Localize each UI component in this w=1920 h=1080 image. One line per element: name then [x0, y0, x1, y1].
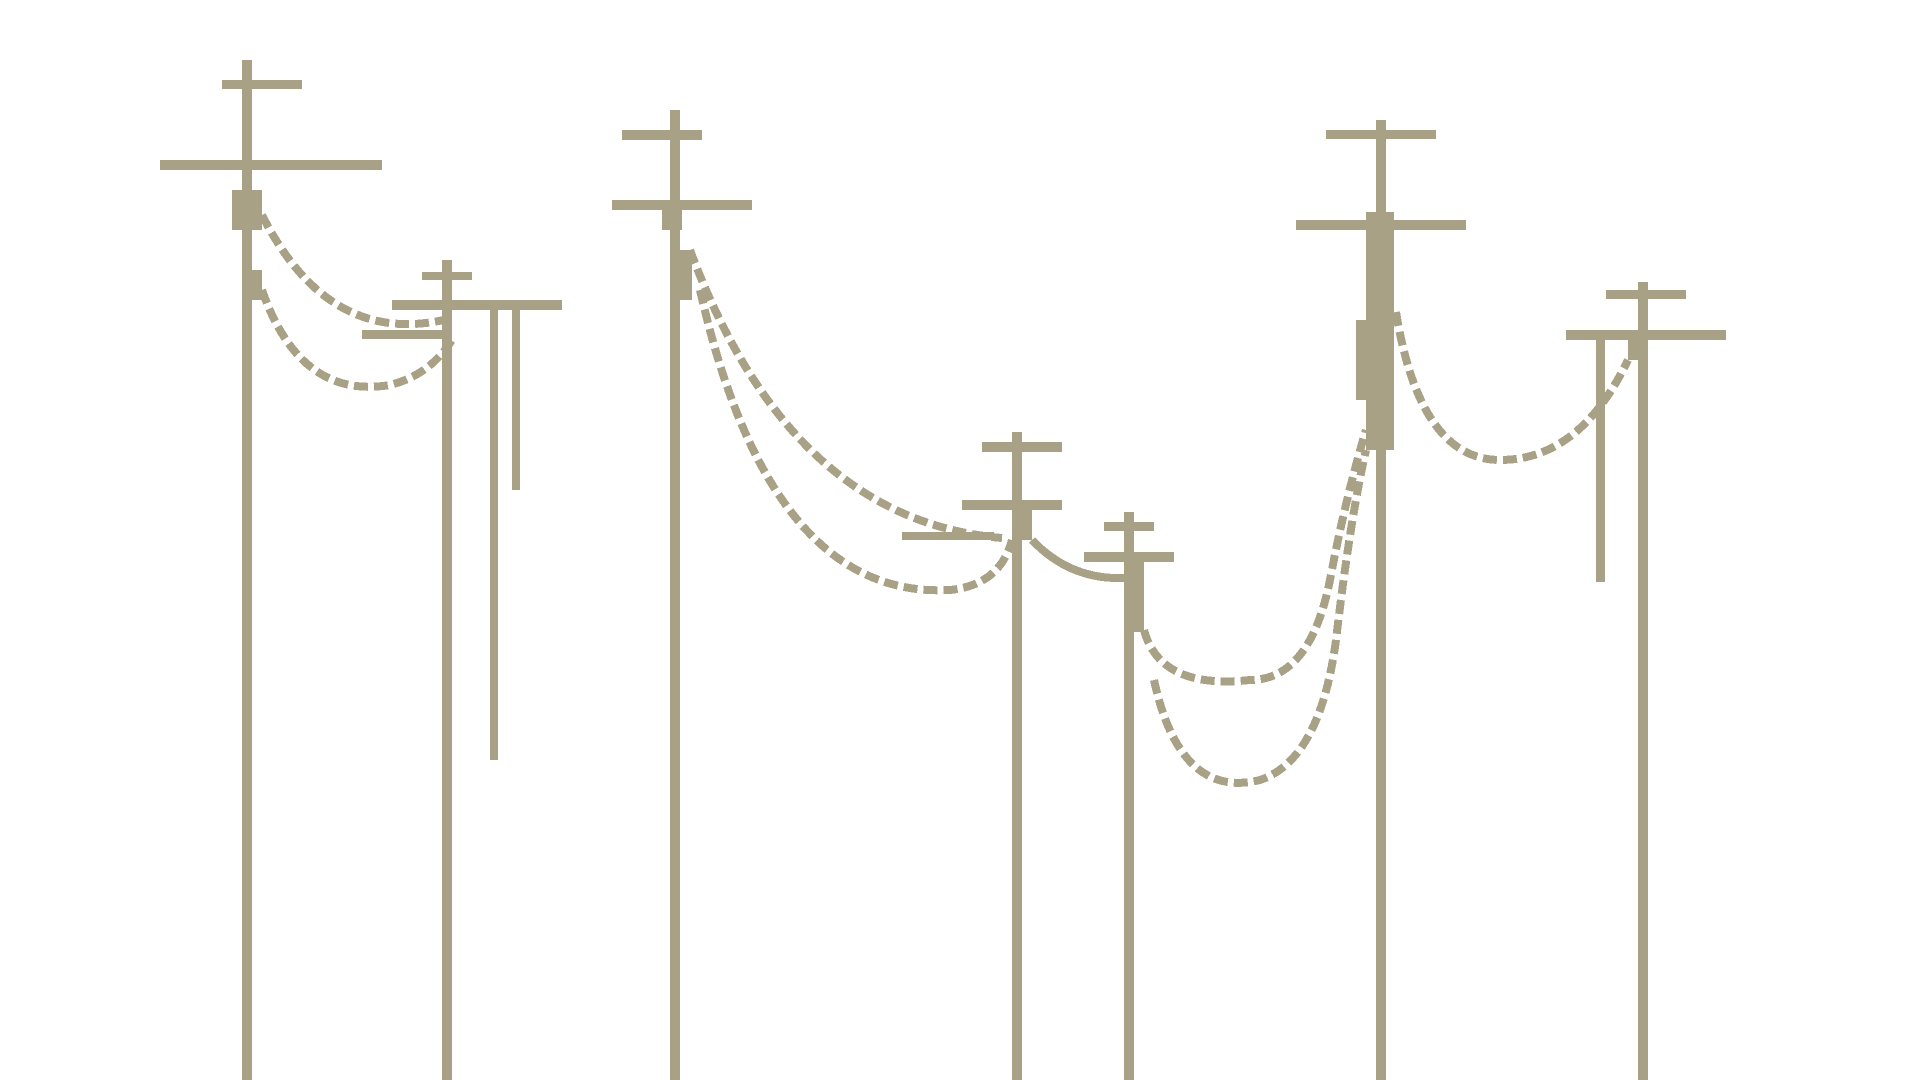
utility-pole-7 [1566, 282, 1726, 1080]
utility-pole-2 [362, 260, 562, 1080]
wires-pole-3-to-4 [686, 248, 1016, 595]
utility-pole-1 [160, 60, 382, 1080]
wires-pole-4-to-5 [1029, 537, 1125, 583]
wires-pole-5-to-6 [1140, 428, 1370, 787]
wires-pole-6-to-7 [1392, 311, 1632, 465]
utility-pole-4 [902, 432, 1062, 1080]
utility-pole-3 [612, 110, 752, 1080]
utility-pole-5 [1084, 512, 1174, 1080]
utility-pole-6 [1296, 120, 1466, 1080]
wires-pole-1-to-2 [258, 213, 456, 391]
